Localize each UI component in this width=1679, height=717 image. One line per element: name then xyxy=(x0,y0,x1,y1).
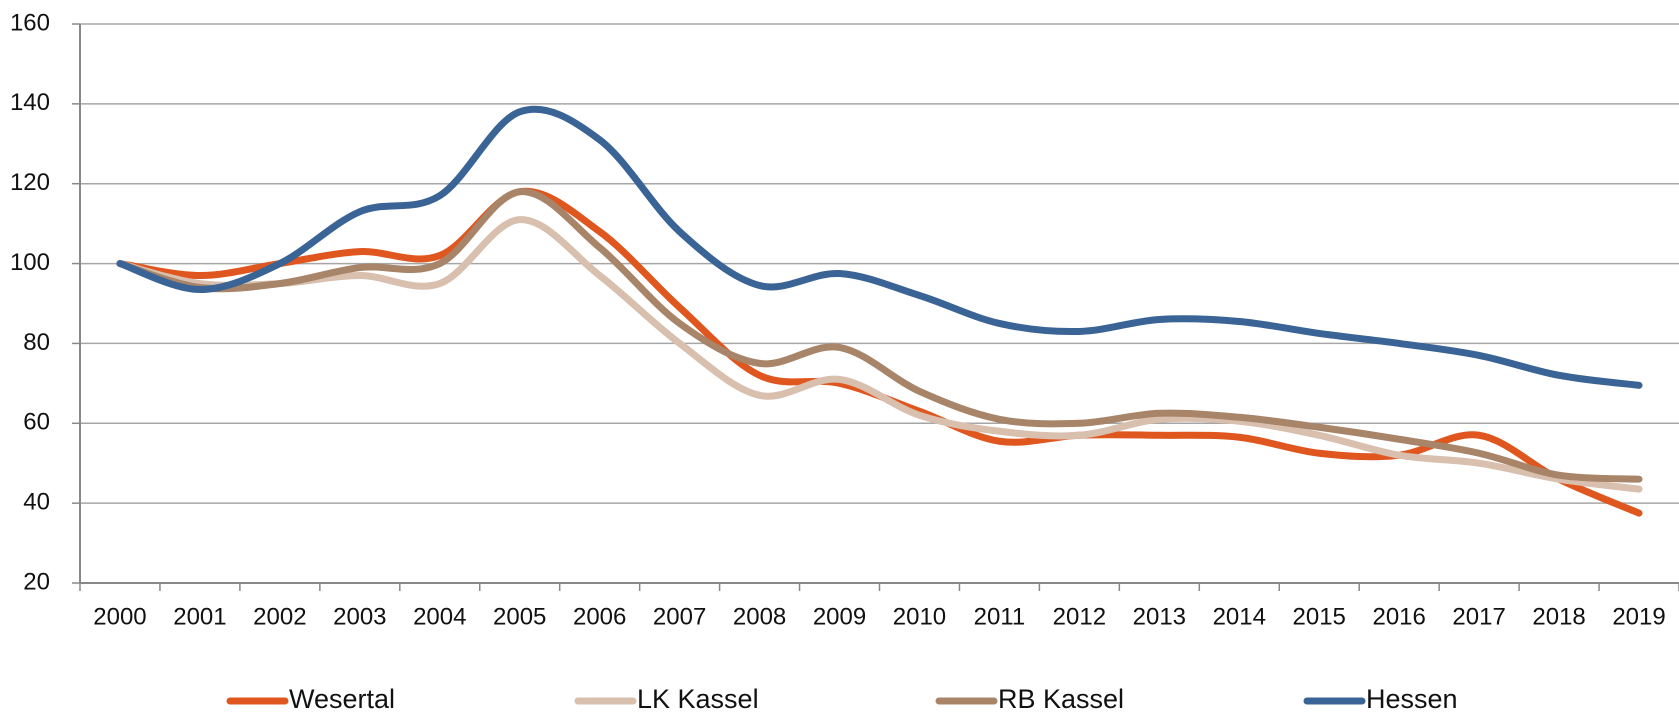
series-line xyxy=(116,105,1643,389)
x-tick-label: 2005 xyxy=(493,603,546,630)
x-tick-label: 2008 xyxy=(733,603,786,630)
y-tick-label: 120 xyxy=(10,169,50,196)
x-tick-label: 2012 xyxy=(1053,603,1106,630)
legend-label: Hessen xyxy=(1366,684,1458,714)
y-tick-label: 60 xyxy=(23,409,50,436)
legend-label: RB Kassel xyxy=(998,684,1124,714)
x-tick-label: 2015 xyxy=(1293,603,1346,630)
x-tick-label: 2004 xyxy=(413,603,466,630)
x-tick-label: 2007 xyxy=(653,603,706,630)
series-line xyxy=(116,216,1643,493)
x-tick-label: 2002 xyxy=(253,603,306,630)
x-tick-label: 2006 xyxy=(573,603,626,630)
x-tick-label: 2000 xyxy=(93,603,146,630)
x-tick-label: 2013 xyxy=(1133,603,1186,630)
y-tick-label: 80 xyxy=(23,329,50,356)
y-tick-label: 160 xyxy=(10,9,50,36)
x-tick-label: 2014 xyxy=(1213,603,1266,630)
x-tick-label: 2017 xyxy=(1452,603,1505,630)
x-tick-label: 2003 xyxy=(333,603,386,630)
y-tick-label: 100 xyxy=(10,249,50,276)
series-line xyxy=(116,187,1643,517)
x-tick-label: 2010 xyxy=(893,603,946,630)
legend-label: LK Kassel xyxy=(637,684,759,714)
x-tick-label: 2018 xyxy=(1532,603,1585,630)
y-tick-label: 20 xyxy=(23,568,50,595)
x-tick-label: 2019 xyxy=(1612,603,1665,630)
legend: Wesertal LK Kassel RB Kassel Hessen xyxy=(226,684,1458,714)
y-tick-label: 140 xyxy=(10,89,50,116)
y-tick-label: 40 xyxy=(23,488,50,515)
series-line xyxy=(116,188,1643,483)
legend-label: Wesertal xyxy=(289,684,395,714)
x-tick-label: 2001 xyxy=(173,603,226,630)
x-tick-label: 2011 xyxy=(974,603,1026,630)
x-tick-label: 2016 xyxy=(1372,603,1425,630)
x-tick-label: 2009 xyxy=(813,603,866,630)
